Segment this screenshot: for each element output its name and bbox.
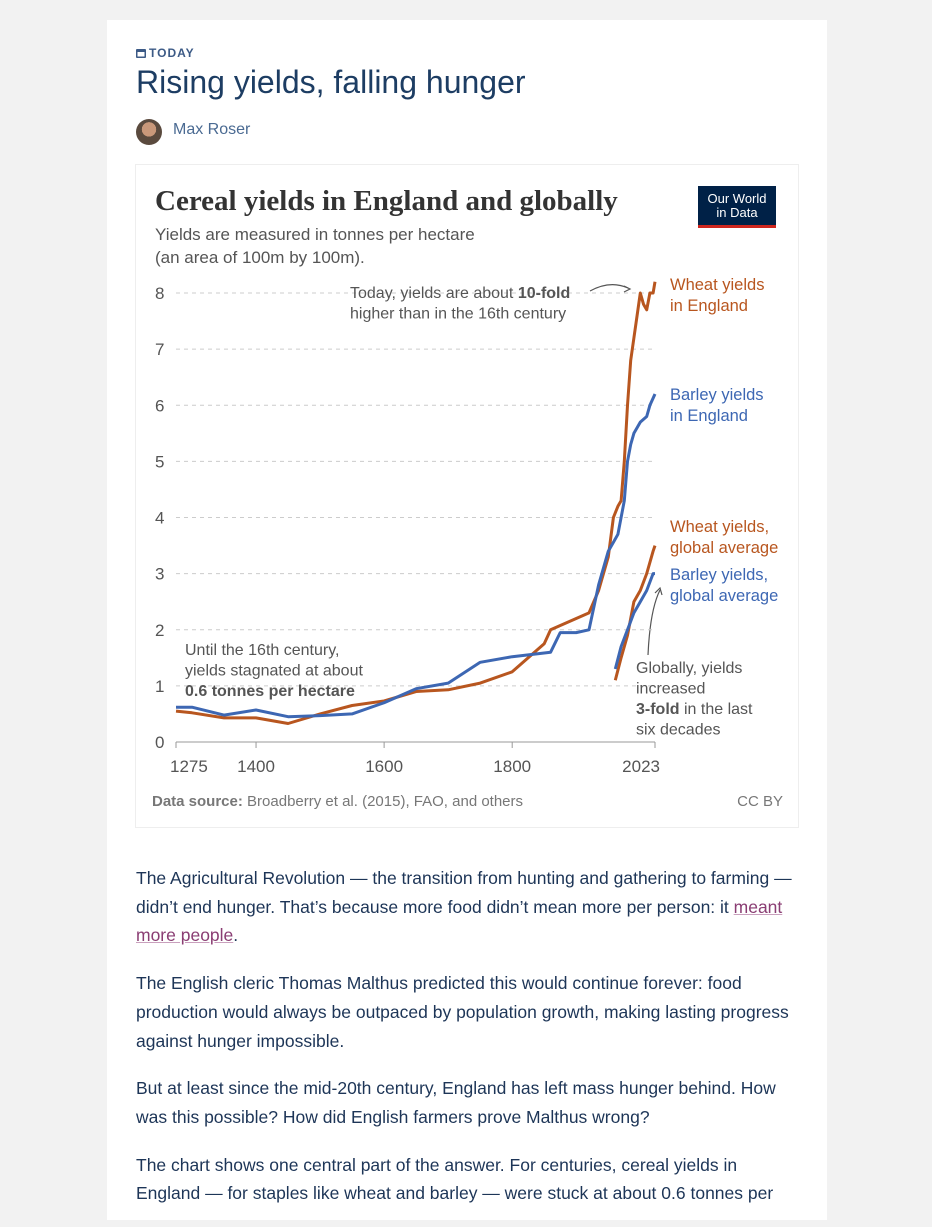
chart: Cereal yields in England and globally Yi… (152, 185, 783, 810)
annotation: Until the 16th century, (185, 642, 339, 659)
annotation-part: six decades (636, 722, 721, 739)
article-body: The Agricultural Revolution — the transi… (136, 864, 804, 1227)
series-label: in England (670, 407, 748, 425)
paragraph: The Agricultural Revolution — the transi… (136, 864, 804, 950)
section-label: TODAY (136, 46, 195, 60)
annotation-part: Until the 16th century, (185, 642, 339, 659)
annotation-part: Today, yields are about (350, 285, 518, 302)
y-tick-label: 0 (155, 733, 164, 752)
paragraph: The chart shows one central part of the … (136, 1151, 804, 1208)
chart-title: Cereal yields in England and globally (155, 185, 618, 217)
annotation-arrow (589, 284, 629, 292)
text: The English cleric Thomas Malthus predic… (136, 973, 789, 1051)
calendar-icon (136, 49, 146, 58)
paragraph: The English cleric Thomas Malthus predic… (136, 969, 804, 1055)
y-tick-label: 1 (155, 677, 164, 696)
x-tick-label: 2023 (622, 757, 660, 776)
chart-subtitle: (an area of 100m by 100m). (155, 248, 365, 267)
y-tick-label: 7 (155, 340, 164, 359)
author-avatar (136, 119, 162, 145)
annotation-part: 10-fold (518, 285, 570, 302)
annotation-part: in the last (680, 701, 753, 718)
link[interactable]: meant more people (136, 896, 783, 946)
x-tick-label: 1400 (237, 757, 275, 776)
series-label: Wheat yields, (670, 518, 769, 536)
x-tick-label: 1600 (365, 757, 403, 776)
y-tick-label: 5 (155, 452, 164, 471)
annotation-arrow (647, 589, 661, 656)
logo-text: in Data (716, 205, 758, 220)
series-label: Wheat yields (670, 276, 764, 294)
source-text: Broadberry et al. (2015), FAO, and other… (243, 793, 523, 810)
annotation-part: 0.6 tonnes per hectare (185, 683, 355, 700)
series-line (613, 545, 657, 681)
annotation: Globally, yields (636, 660, 742, 677)
x-tick-label: 1800 (493, 757, 531, 776)
annotation: 3-fold in the last (636, 701, 753, 718)
chart-subtitle: Yields are measured in tonnes per hectar… (155, 225, 475, 244)
page: TODAY Rising yields, falling hunger Max … (107, 20, 827, 1220)
source-label: Data source: (152, 793, 243, 810)
series-label: global average (670, 587, 778, 605)
series-label: Barley yields (670, 386, 764, 404)
series-label: global average (670, 539, 778, 557)
paragraph: But at least since the mid-20th century,… (136, 1074, 804, 1131)
annotation: Today, yields are about 10-fold (350, 285, 570, 302)
x-tick-label: 1275 (170, 757, 208, 776)
license[interactable]: CC BY (737, 793, 783, 810)
arrow-head (623, 285, 632, 293)
y-tick-label: 4 (155, 509, 164, 528)
annotation: higher than in the 16th century (350, 306, 566, 323)
y-tick-label: 8 (155, 284, 164, 303)
annotation-part: yields stagnated at about (185, 663, 363, 680)
logo-text: Our World (708, 191, 767, 206)
text: The chart shows one central part of the … (136, 1154, 774, 1204)
text: . (233, 925, 239, 946)
logo-bar (698, 225, 776, 228)
article-title: Rising yields, falling hunger (136, 64, 526, 100)
annotation-part: 3-fold (636, 701, 680, 718)
annotation-part: higher than in the 16th century (350, 306, 566, 323)
series-label: Barley yields, (670, 566, 768, 584)
section-text: TODAY (149, 46, 195, 60)
author-name[interactable]: Max Roser (173, 121, 251, 138)
y-tick-label: 6 (155, 396, 164, 415)
annotation: 0.6 tonnes per hectare (185, 683, 355, 700)
chart-box: Cereal yields in England and globally Yi… (135, 164, 799, 828)
annotation-part: Globally, yields (636, 660, 742, 677)
annotation-part: increased (636, 681, 705, 698)
annotation: six decades (636, 722, 721, 739)
source: Data source: Broadberry et al. (2015), F… (152, 793, 523, 810)
annotation: yields stagnated at about (185, 663, 363, 680)
series-line (613, 572, 655, 670)
y-tick-label: 3 (155, 565, 164, 584)
y-tick-label: 2 (155, 621, 164, 640)
text: The Agricultural Revolution — the transi… (136, 868, 792, 917)
logo-box (698, 186, 776, 228)
annotation: increased (636, 681, 705, 698)
arrow-head (654, 586, 663, 596)
text: But at least since the mid-20th century,… (136, 1078, 776, 1127)
series-label: in England (670, 297, 748, 315)
series-line (176, 393, 657, 719)
